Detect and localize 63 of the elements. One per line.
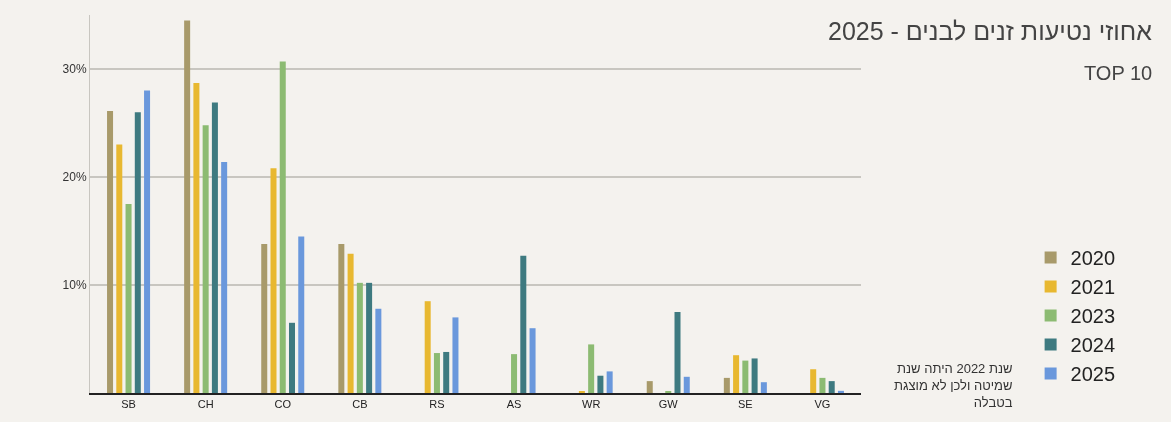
x-tick-label: CB xyxy=(352,398,368,411)
bar xyxy=(338,243,345,393)
bar xyxy=(270,168,277,393)
bar xyxy=(134,112,141,393)
bar xyxy=(347,253,354,393)
bar xyxy=(520,255,527,393)
bar xyxy=(646,381,653,393)
bar xyxy=(221,161,228,393)
legend-label: 2021 xyxy=(1070,276,1116,299)
bar xyxy=(298,236,305,393)
x-tick-label: AS xyxy=(506,398,522,411)
bar xyxy=(261,243,268,393)
bar xyxy=(674,312,681,393)
y-tick-label: 10% xyxy=(62,278,87,293)
bar xyxy=(211,102,218,393)
x-tick-label: SB xyxy=(121,398,136,411)
bar xyxy=(443,351,450,393)
x-tick-label: CH xyxy=(197,398,214,411)
x-tick-label: WR xyxy=(581,398,601,411)
bar xyxy=(125,204,132,393)
x-tick-label: RS xyxy=(429,398,445,411)
bar xyxy=(511,354,518,393)
legend-label: 2025 xyxy=(1070,363,1116,386)
bar xyxy=(606,371,613,393)
bar xyxy=(452,317,459,393)
x-tick-label: VG xyxy=(814,398,831,411)
bar xyxy=(760,382,767,393)
bar xyxy=(723,377,730,393)
bar xyxy=(193,83,200,393)
x-tick-label: CO xyxy=(274,398,292,411)
x-tick-label: GW xyxy=(658,398,679,411)
text: TOP 10 xyxy=(1084,62,1153,84)
bar xyxy=(819,377,826,393)
bar xyxy=(356,282,363,393)
bar xyxy=(289,322,296,393)
legend-label: 2024 xyxy=(1070,334,1116,357)
bar xyxy=(751,358,758,393)
bar xyxy=(588,344,595,393)
bar xyxy=(433,353,440,393)
y-tick-label: 30% xyxy=(62,62,87,77)
legend-label: 2023 xyxy=(1070,305,1116,328)
text: אחוזי נטיעות זנים לבנים - 2025 xyxy=(828,17,1153,45)
bar xyxy=(733,355,740,393)
bar xyxy=(184,20,191,393)
bar xyxy=(144,90,151,393)
bar xyxy=(424,301,431,393)
bar xyxy=(837,390,844,393)
bar xyxy=(529,328,536,393)
legend-label: 2020 xyxy=(1070,247,1116,270)
bar xyxy=(683,376,690,393)
bar xyxy=(366,282,373,393)
bar xyxy=(810,369,817,393)
bar xyxy=(597,375,604,393)
bar xyxy=(375,308,382,393)
bar xyxy=(202,125,209,393)
bar xyxy=(279,61,286,393)
bar xyxy=(107,111,114,393)
text: שנת 2022 היתה שנת שמיטה ולכן לא מוצגת בטבלה xyxy=(894,361,1013,410)
bar xyxy=(742,360,749,393)
bar xyxy=(828,381,835,393)
bar xyxy=(116,144,123,393)
x-tick-label: SE xyxy=(738,398,753,411)
y-tick-label: 20% xyxy=(62,170,87,185)
